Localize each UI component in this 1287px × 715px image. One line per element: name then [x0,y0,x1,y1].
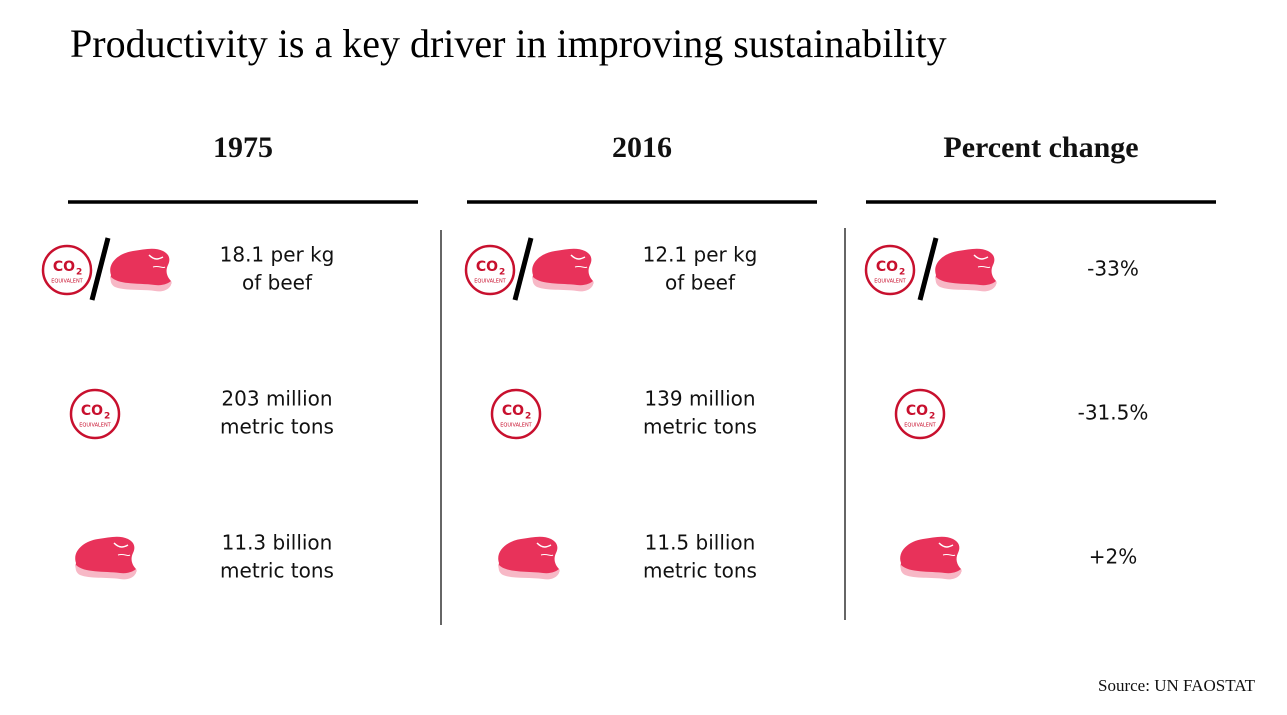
co2-subscript: 2 [929,412,935,422]
column-heading: Percent change [943,131,1138,164]
co2-circle [41,244,93,296]
cell-text: -31.5% [1078,401,1149,425]
co2-label: EQUIVALENT [500,423,532,429]
co2-circle [490,388,542,440]
co2-text: CO [476,259,498,275]
cell-text: metric tons [643,415,757,439]
per-slash [512,237,534,301]
cell-text: metric tons [643,559,757,583]
co2-subscript: 2 [499,268,505,278]
cell-text: 11.5 billion [645,531,756,555]
beef-icon [74,535,138,581]
cell-text: 12.1 per kg [643,243,758,267]
co2-label: EQUIVALENT [474,279,506,285]
slide-title: Productivity is a key driver in improvin… [70,21,947,66]
cell-text: 203 million [221,387,332,411]
cell-text: -33% [1087,257,1139,281]
beef-icon [497,535,561,581]
cell-text: of beef [665,271,736,295]
co2-subscript: 2 [525,412,531,422]
co2-text: CO [502,403,524,419]
cell-text: of beef [242,271,313,295]
co2-text: CO [53,259,75,275]
cell-text: +2% [1089,545,1138,569]
co2-circle [864,244,916,296]
column-heading: 1975 [213,131,273,164]
co2-text: CO [81,403,103,419]
beef-icon [899,535,963,581]
cell-text: 18.1 per kg [220,243,335,267]
co2-label: EQUIVALENT [79,423,111,429]
beef-icon [531,247,595,293]
co2-label: EQUIVALENT [904,423,936,429]
co2-circle [464,244,516,296]
co2-text: CO [906,403,928,419]
co2-circle [894,388,946,440]
co2-text: CO [876,259,898,275]
source-note: Source: UN FAOSTAT [1098,676,1256,695]
cell-text: metric tons [220,559,334,583]
per-slash [89,237,111,301]
co2-label: EQUIVALENT [51,279,83,285]
cell-text: metric tons [220,415,334,439]
co2-circle [69,388,121,440]
column-heading: 2016 [612,131,672,164]
beef-icon [934,247,998,293]
co2-label: EQUIVALENT [874,279,906,285]
cell-text: 11.3 billion [222,531,333,555]
co2-subscript: 2 [104,412,110,422]
per-slash [917,237,939,301]
cell-text: 139 million [644,387,755,411]
co2-subscript: 2 [76,268,82,278]
co2-subscript: 2 [899,268,905,278]
beef-icon [109,247,173,293]
